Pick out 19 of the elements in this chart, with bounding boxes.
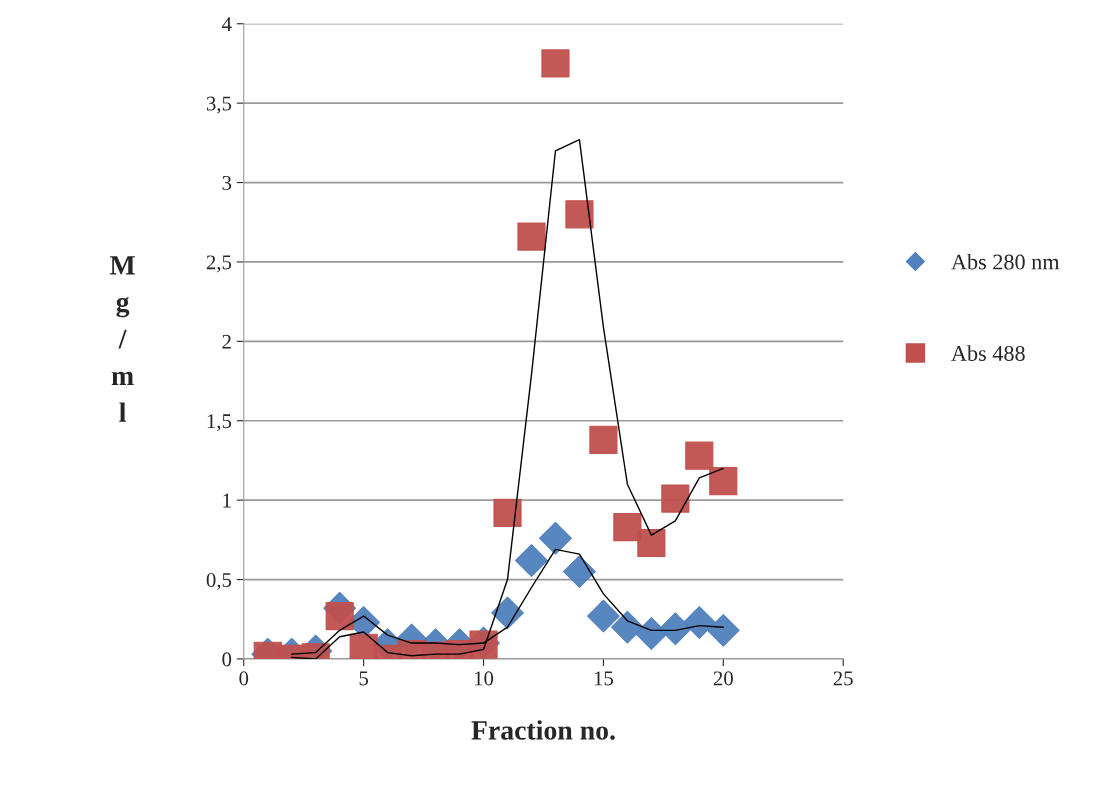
x-tick-label: 15 bbox=[594, 671, 614, 686]
y-tick-label: 3 bbox=[222, 175, 232, 190]
y-tick-label: 0,5 bbox=[206, 572, 232, 590]
x-tick-label: 0 bbox=[239, 671, 249, 686]
x-axis-title: Fraction no. bbox=[471, 720, 615, 740]
x-tick-label: 10 bbox=[474, 671, 494, 686]
legend-label: Abs 488 bbox=[951, 345, 1025, 361]
x-tick-label: 20 bbox=[713, 671, 733, 686]
y-tick-label: 4 bbox=[221, 17, 232, 31]
y-tick-label: 0 bbox=[222, 652, 232, 667]
legend-label: Abs 280 nm bbox=[951, 253, 1060, 270]
x-tick-label: 25 bbox=[833, 671, 853, 686]
y-tick-label: 1,5 bbox=[207, 414, 232, 432]
y-tick-label: 2 bbox=[222, 334, 231, 349]
y-tick-label: 3,5 bbox=[206, 96, 232, 114]
y-tick-label: 2,5 bbox=[206, 255, 232, 273]
y-axis-title: Mg/ml bbox=[109, 256, 135, 422]
x-tick-label: 5 bbox=[359, 671, 369, 686]
y-tick-label: 1 bbox=[223, 493, 231, 508]
